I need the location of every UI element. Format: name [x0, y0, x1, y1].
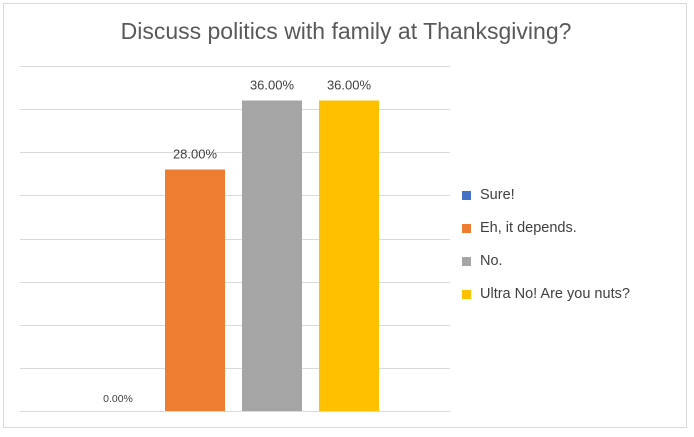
legend-item-3: Ultra No! Are you nuts? [462, 284, 684, 304]
legend-swatch [462, 256, 471, 266]
legend-label: Eh, it depends. [480, 220, 577, 236]
legend-item-0: Sure! [462, 185, 684, 205]
legend-item-2: No. [462, 251, 684, 271]
legend-swatch [462, 289, 471, 299]
bar-2 [242, 100, 302, 411]
plot-area: 0.00% 28.00% 36.00% 36.00% [20, 66, 450, 412]
data-label-1: 28.00% [173, 147, 218, 162]
legend-label: Sure! [480, 187, 515, 203]
chart-frame: Discuss politics with family at Thanksgi… [3, 3, 687, 428]
data-label-3: 36.00% [327, 78, 372, 93]
bar-3 [319, 100, 379, 411]
chart-title: Discuss politics with family at Thanksgi… [120, 18, 572, 44]
legend-item-1: Eh, it depends. [462, 218, 684, 238]
legend-label: Ultra No! Are you nuts? [480, 286, 630, 302]
legend-label: No. [480, 253, 503, 269]
legend: Sure! Eh, it depends. No. Ultra No! Are you… [462, 185, 684, 317]
data-label-2: 36.00% [250, 78, 295, 93]
legend-swatch [462, 223, 471, 233]
bar-1 [165, 169, 225, 411]
legend-swatch [462, 190, 471, 200]
data-label-0: 0.00% [103, 393, 133, 405]
